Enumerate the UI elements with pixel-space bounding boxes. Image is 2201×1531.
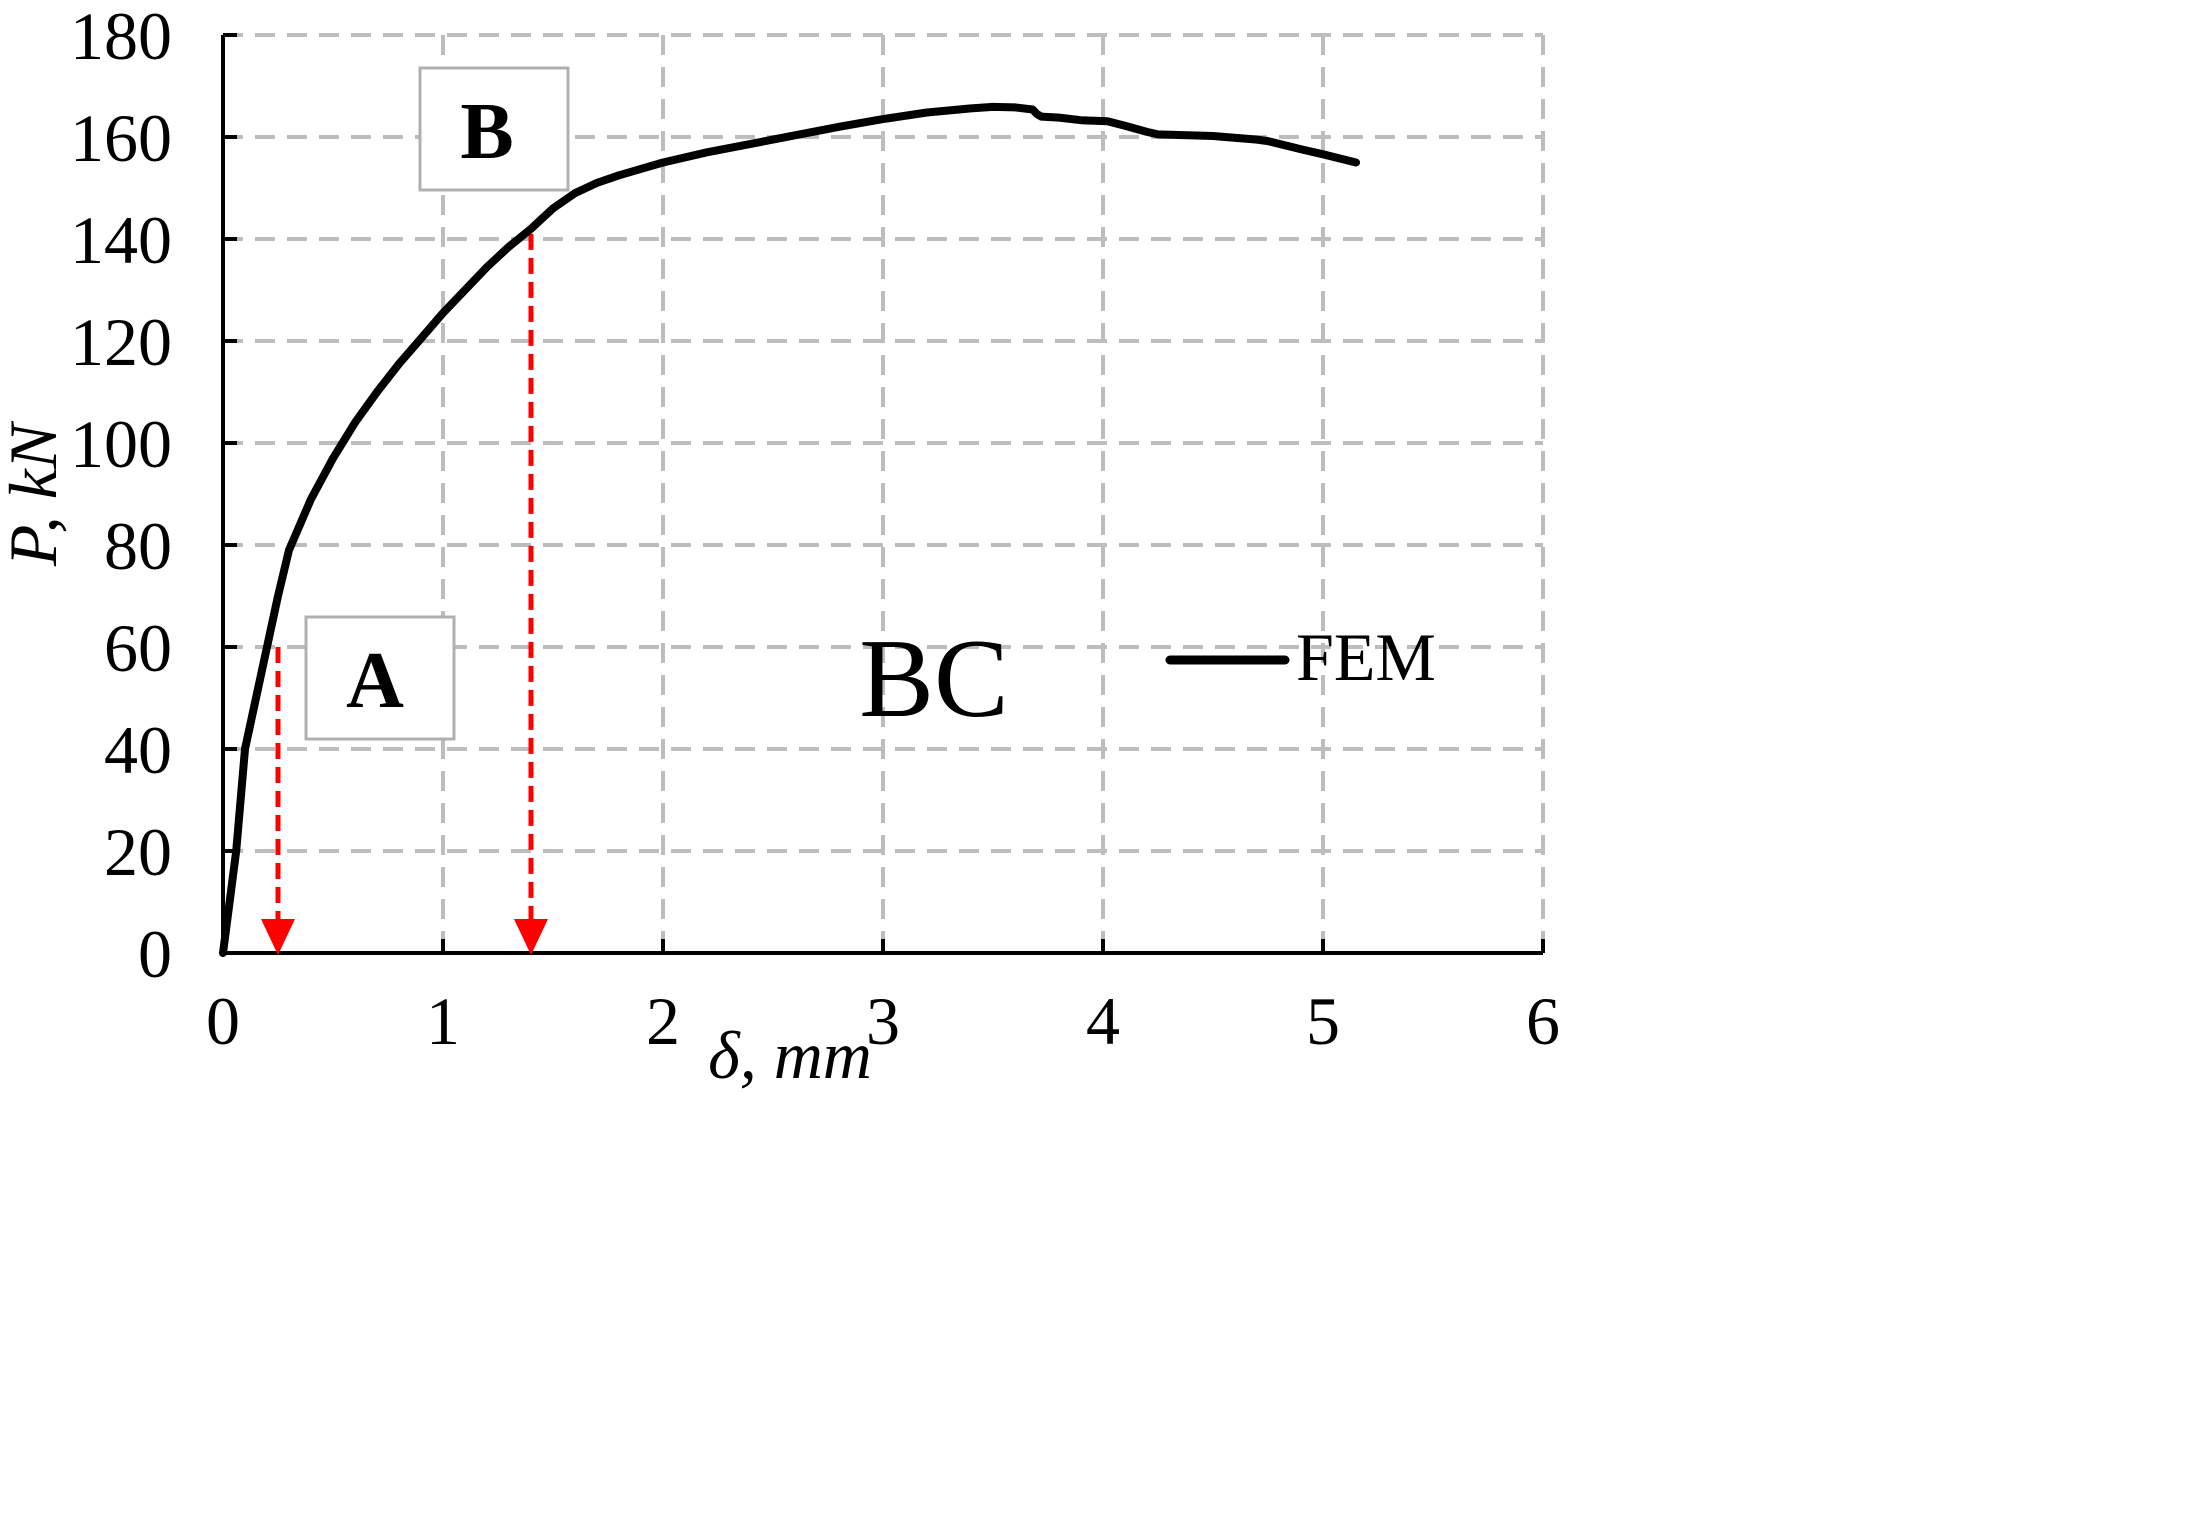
x-tick-labels: 0 1 2 3 4 5 6: [206, 983, 1560, 1059]
x-tick-label-2: 2: [646, 983, 680, 1059]
x-tick-label-3: 3: [866, 983, 900, 1059]
box-a-label: A: [346, 637, 404, 725]
box-b: B: [418, 66, 570, 192]
region-label: BC: [859, 617, 1008, 741]
drop-arrow-head-1: [261, 919, 295, 955]
y-tick-label-140: 140: [70, 202, 172, 278]
y-tick-label-120: 120: [70, 304, 172, 380]
y-axis-title: P, kN: [0, 420, 71, 567]
y-tick-labels: 0 20 40 60 80 100 120 140 160 180: [70, 0, 172, 992]
x-axis-title: δ, mm: [708, 1017, 872, 1093]
y-tick-label-40: 40: [104, 712, 172, 788]
y-tick-label-100: 100: [70, 406, 172, 482]
drop-arrows: [261, 233, 548, 955]
legend-label-fem: FEM: [1296, 619, 1436, 695]
axes: [221, 33, 1545, 955]
series-line-fem: [219, 102, 1360, 957]
x-tick-label-5: 5: [1306, 983, 1340, 1059]
x-tick-label-6: 6: [1526, 983, 1560, 1059]
y-tick-label-20: 20: [104, 814, 172, 890]
x-tick-label-4: 4: [1086, 983, 1120, 1059]
y-tick-label-180: 180: [70, 0, 172, 74]
legend: FEM: [1165, 619, 1436, 695]
y-tick-label-0: 0: [138, 916, 172, 992]
series-layer: [219, 102, 1360, 957]
box-a: A: [304, 615, 456, 741]
y-tick-label-160: 160: [70, 100, 172, 176]
grid-lines: [223, 33, 1545, 953]
drop-arrow-head-2: [514, 919, 548, 955]
box-b-label: B: [460, 88, 513, 176]
x-tick-label-1: 1: [426, 983, 460, 1059]
x-tick-label-0: 0: [206, 983, 240, 1059]
y-tick-label-60: 60: [104, 610, 172, 686]
y-tick-label-80: 80: [104, 508, 172, 584]
